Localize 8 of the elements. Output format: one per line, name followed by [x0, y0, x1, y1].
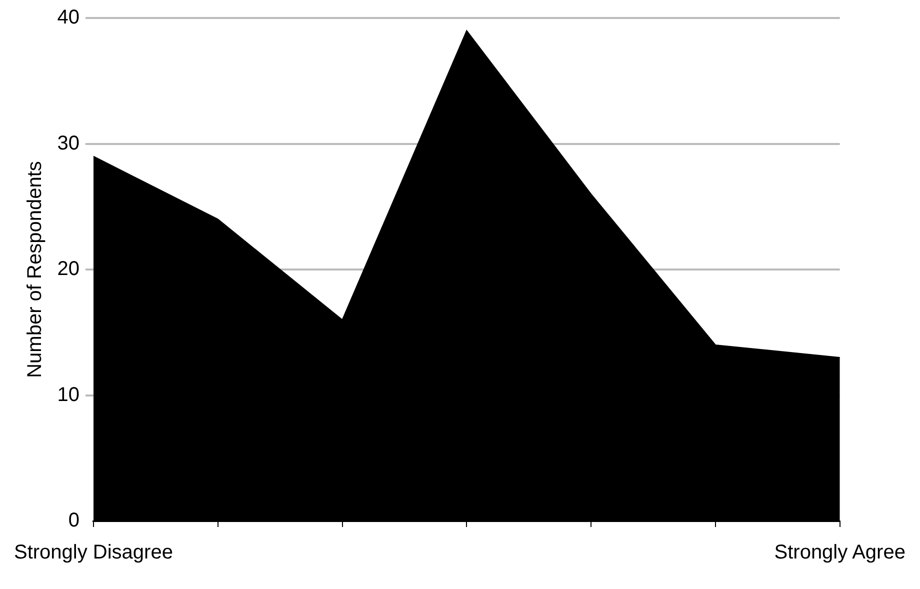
- y-tick-label: 20: [57, 258, 80, 280]
- y-axis-title: Number of Respondents: [24, 161, 46, 378]
- x-tick-label: Strongly Agree: [774, 542, 906, 564]
- y-tick-label: 0: [68, 510, 80, 532]
- y-tick-label: 30: [57, 132, 80, 154]
- y-tick-label: 40: [57, 6, 80, 29]
- y-tick-label: 10: [57, 384, 80, 406]
- x-tick-label: Strongly Disagree: [14, 542, 173, 564]
